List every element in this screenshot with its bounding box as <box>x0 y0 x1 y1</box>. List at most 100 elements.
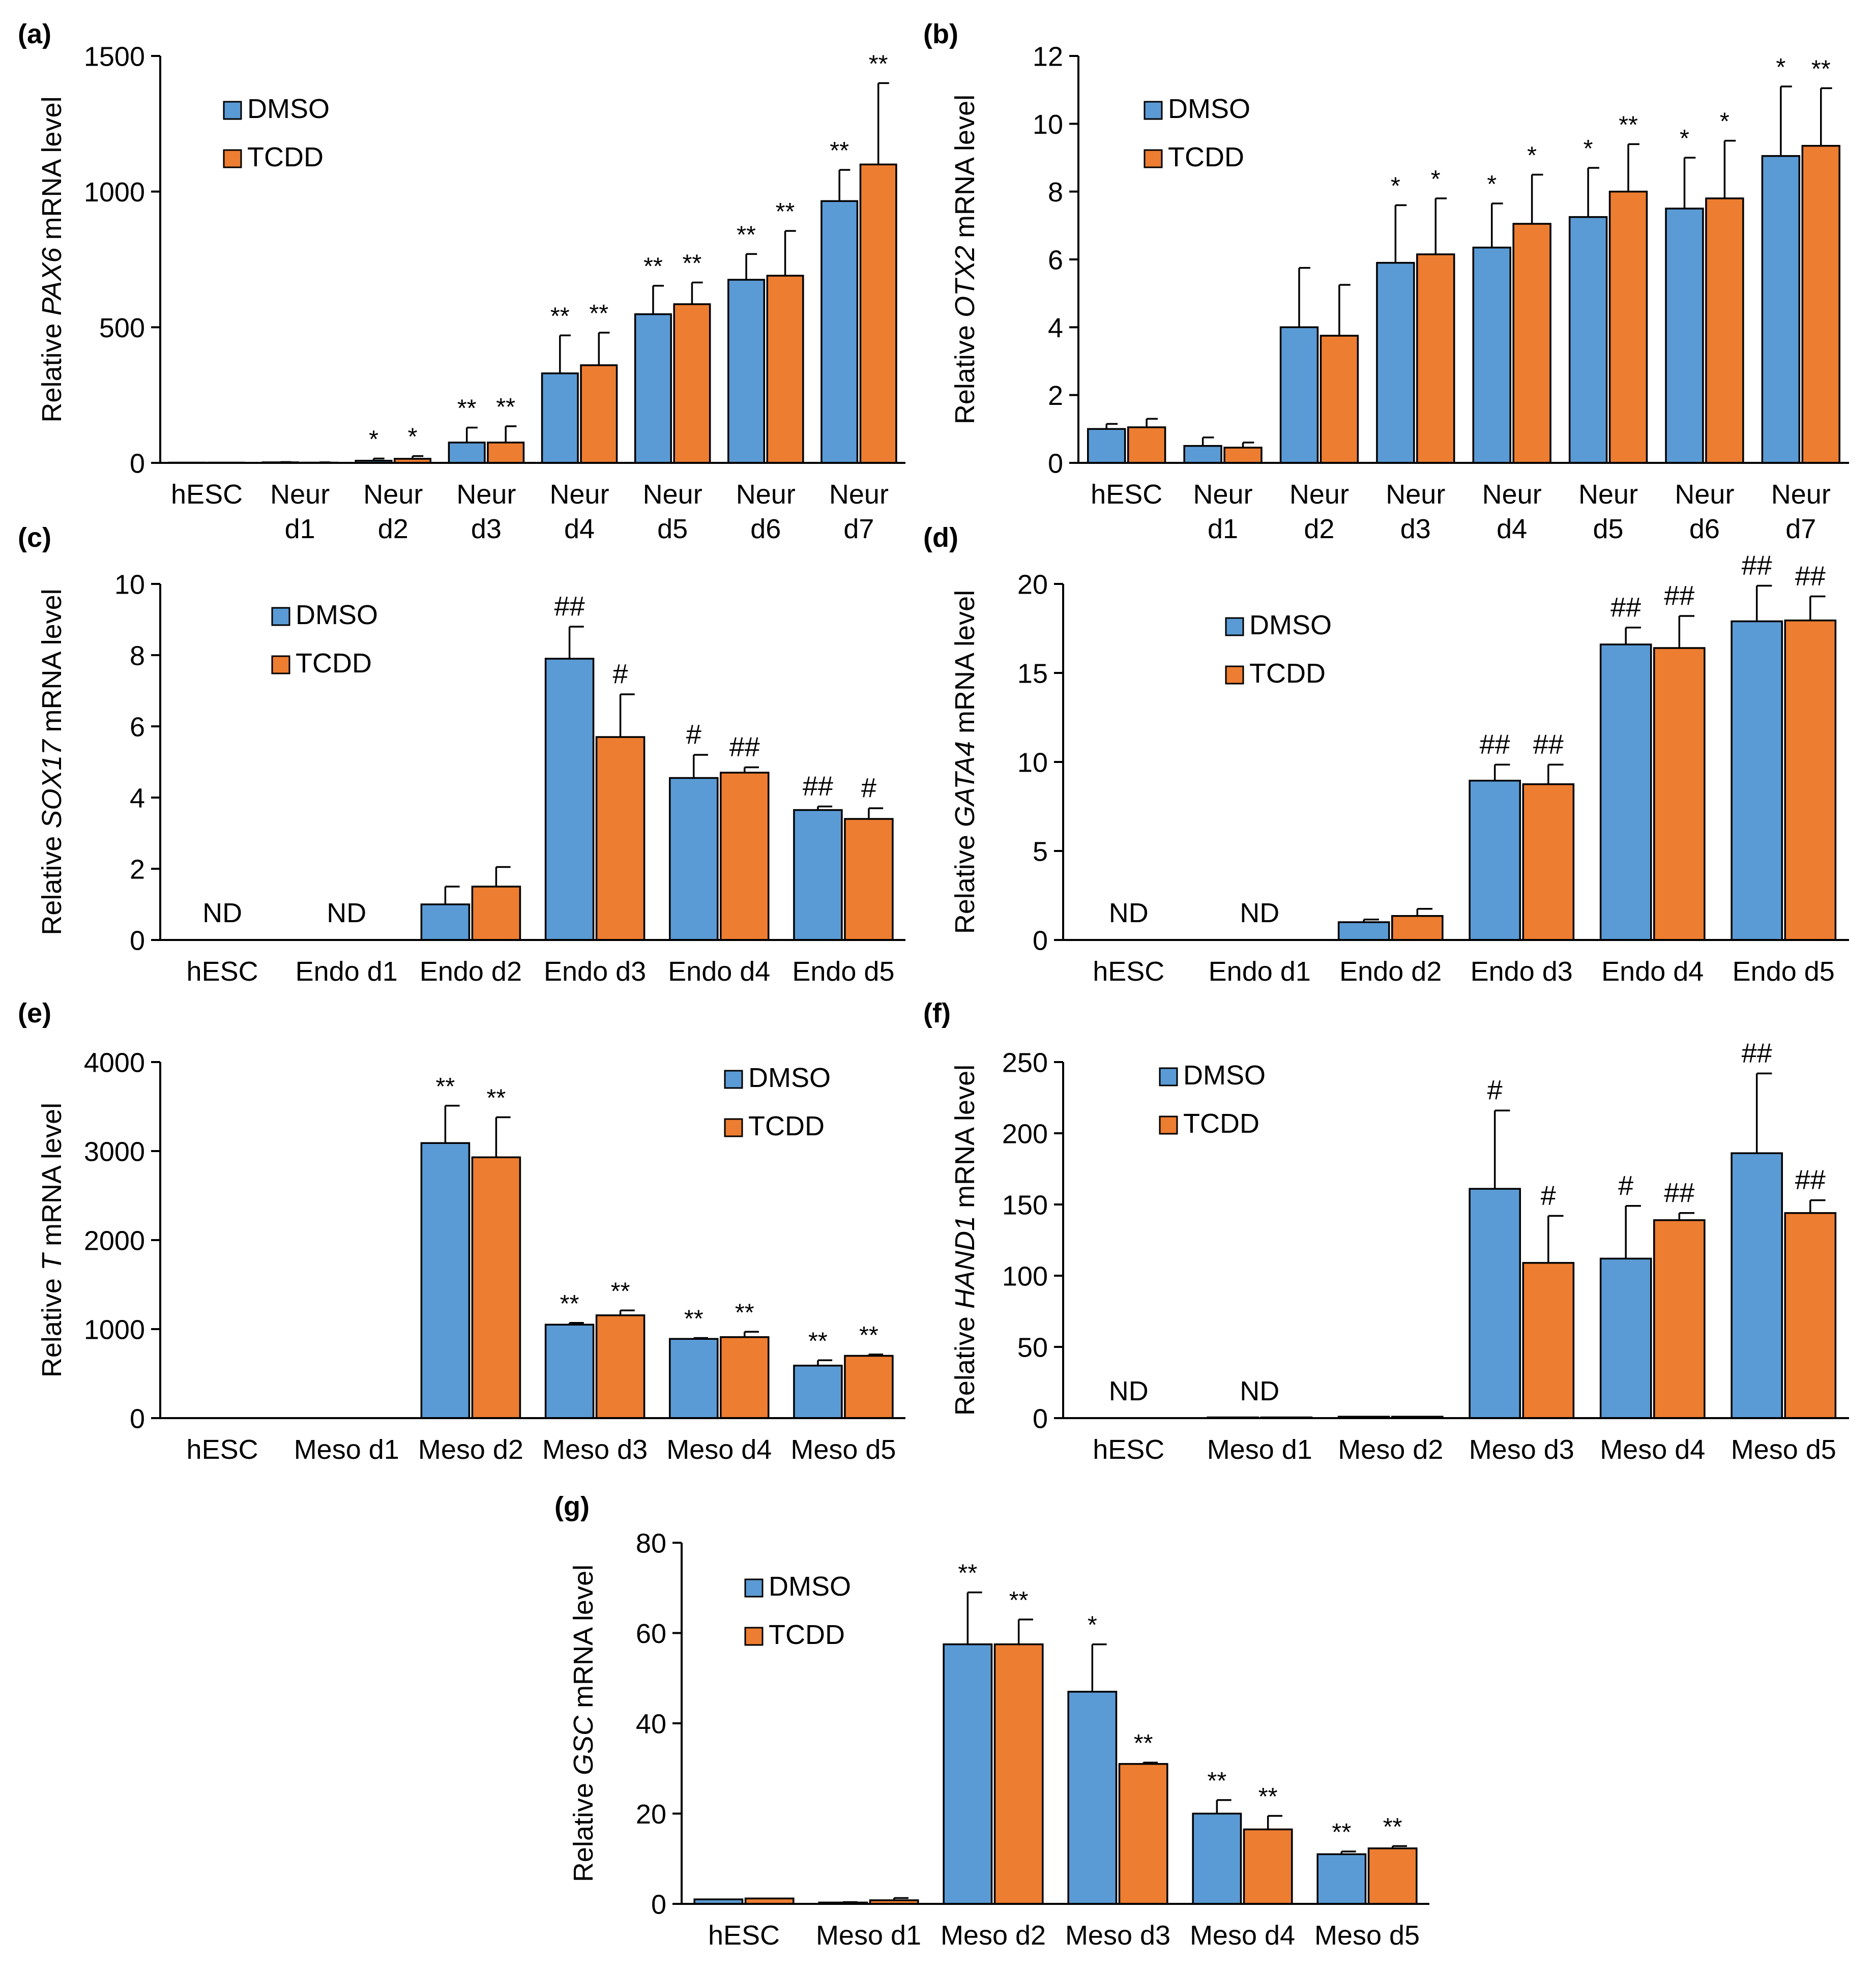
legend-swatch-tcdd <box>1144 149 1163 168</box>
significance-mark: ** <box>487 1084 506 1112</box>
legend-swatch-dmso <box>1144 101 1163 120</box>
significance-mark: ## <box>1480 729 1510 759</box>
y-tick-label: 0 <box>651 1889 666 1920</box>
panel-g: (g) 0 20 40 60 80 Relative GSC mRNA level hESC M… <box>554 1491 1429 1951</box>
legend-swatch-dmso <box>223 101 242 120</box>
significance-mark: ** <box>683 249 702 277</box>
y-tick-label: 8 <box>130 640 145 671</box>
bar-dmso <box>1376 261 1415 464</box>
y-tick-label: 4 <box>130 783 145 813</box>
x-tick-label: Meso d2 <box>418 1434 523 1465</box>
bar-tcdd <box>673 303 711 464</box>
bar-dmso <box>1183 445 1222 464</box>
significance-mark: # <box>686 719 701 750</box>
panel-label: (e) <box>18 998 51 1028</box>
y-axis-label: Relative GATA4 mRNA level <box>950 590 980 934</box>
y-tick-label: 60 <box>636 1619 666 1649</box>
y-tick-label: 2 <box>130 854 145 885</box>
not-detected-label: ND <box>327 898 366 928</box>
x-tick-label: d6 <box>750 514 781 544</box>
legend: DMSO TCDD <box>724 1063 831 1141</box>
y-tick-label: 10 <box>114 569 145 600</box>
x-tick-label: Neur <box>736 479 796 510</box>
bar-tcdd <box>1127 426 1166 464</box>
x-tick-label: Meso d1 <box>294 1434 399 1465</box>
x-tick-label: Endo d4 <box>668 956 770 987</box>
bar-dmso <box>448 442 486 464</box>
bar-dmso <box>1192 1812 1242 1905</box>
bar-dmso <box>1731 1152 1783 1419</box>
panel-label: (a) <box>18 19 51 49</box>
x-tick-label: Endo d1 <box>1209 956 1311 987</box>
significance-mark: * <box>1720 108 1730 135</box>
legend-label-dmso: DMSO <box>1168 94 1250 124</box>
significance-mark: ** <box>684 1305 703 1333</box>
bar-tcdd <box>766 275 804 464</box>
legend-swatch-dmso <box>724 1070 743 1089</box>
bar-tcdd <box>993 1643 1044 1905</box>
x-tick-label: hESC <box>187 956 258 987</box>
bar-dmso <box>1472 246 1511 464</box>
significance-mark: ** <box>1332 1818 1351 1846</box>
significance-mark: # <box>1618 1170 1633 1201</box>
significance-mark: ** <box>550 302 570 330</box>
legend-swatch-dmso <box>1225 617 1244 636</box>
significance-mark: # <box>1541 1180 1556 1211</box>
bar-dmso <box>1599 643 1652 941</box>
legend-label-dmso: DMSO <box>1249 610 1332 640</box>
x-tick-label: d1 <box>1208 514 1238 544</box>
panel-c: (c) 0 2 4 6 8 10 Relative SOX17 mRNA level hESC N… <box>18 522 905 987</box>
x-tick-label: d5 <box>1593 514 1624 544</box>
y-axis-label: Relative GSC mRNA level <box>568 1565 599 1882</box>
x-tick-label: Meso d5 <box>790 1434 896 1465</box>
significance-mark: ** <box>735 1299 754 1326</box>
legend: DMSO TCDD <box>223 94 330 172</box>
y-tick-label: 20 <box>636 1799 666 1830</box>
x-tick-label: Meso d3 <box>1469 1434 1574 1465</box>
bar-tcdd <box>1416 253 1455 464</box>
x-tick-label: Neur <box>1289 479 1349 510</box>
significance-mark: ## <box>1533 729 1564 759</box>
bar-tcdd <box>1784 620 1837 941</box>
x-tick-label: Meso d2 <box>1338 1434 1443 1465</box>
significance-mark: # <box>1487 1075 1503 1105</box>
y-tick-label: 2000 <box>84 1225 145 1256</box>
legend: DMSO TCDD <box>1159 1060 1266 1139</box>
legend: DMSO TCDD <box>271 600 378 679</box>
bar-dmso <box>1337 921 1390 941</box>
legend: DMSO TCDD <box>1144 94 1250 172</box>
y-tick-label: 4 <box>1048 313 1063 343</box>
x-tick-label: hESC <box>1091 479 1162 510</box>
x-tick-label: Meso d2 <box>941 1920 1046 1951</box>
x-tick-label: Neur <box>456 479 516 510</box>
y-tick-label: 0 <box>130 1403 145 1434</box>
legend-label-tcdd: TCDD <box>1183 1108 1259 1139</box>
y-tick-label: 0 <box>1048 448 1063 479</box>
bar-dmso <box>541 372 579 464</box>
x-tick-label: hESC <box>187 1434 258 1465</box>
x-tick-label: Meso d5 <box>1314 1920 1420 1951</box>
x-tick-label: d5 <box>657 514 688 544</box>
not-detected-label: ND <box>1109 898 1149 928</box>
x-tick-label: Meso d1 <box>1207 1434 1312 1465</box>
not-detected-label: ND <box>1240 898 1279 928</box>
x-tick-label: Meso d5 <box>1731 1434 1836 1465</box>
x-tick-label: d1 <box>285 514 315 544</box>
x-tick-label: Neur <box>1771 479 1831 510</box>
bar-tcdd <box>1653 1219 1706 1419</box>
bar-tcdd <box>1367 1847 1418 1905</box>
x-tick-label: Meso d3 <box>542 1434 648 1465</box>
x-tick-label: Endo d5 <box>1733 956 1835 987</box>
bar-dmso <box>634 313 672 464</box>
bar-tcdd <box>1522 783 1575 941</box>
x-tick-label: Endo d3 <box>544 956 646 987</box>
bar-dmso <box>793 1365 843 1419</box>
y-axis-label: Relative OTX2 mRNA level <box>950 95 980 424</box>
significance-mark: ** <box>869 50 888 77</box>
legend-swatch-tcdd <box>744 1627 764 1646</box>
legend-swatch-tcdd <box>1159 1115 1178 1135</box>
y-tick-label: 20 <box>1017 569 1048 600</box>
legend-swatch-tcdd <box>724 1118 743 1137</box>
y-tick-label: 15 <box>1017 658 1048 689</box>
significance-mark: ## <box>729 732 760 762</box>
